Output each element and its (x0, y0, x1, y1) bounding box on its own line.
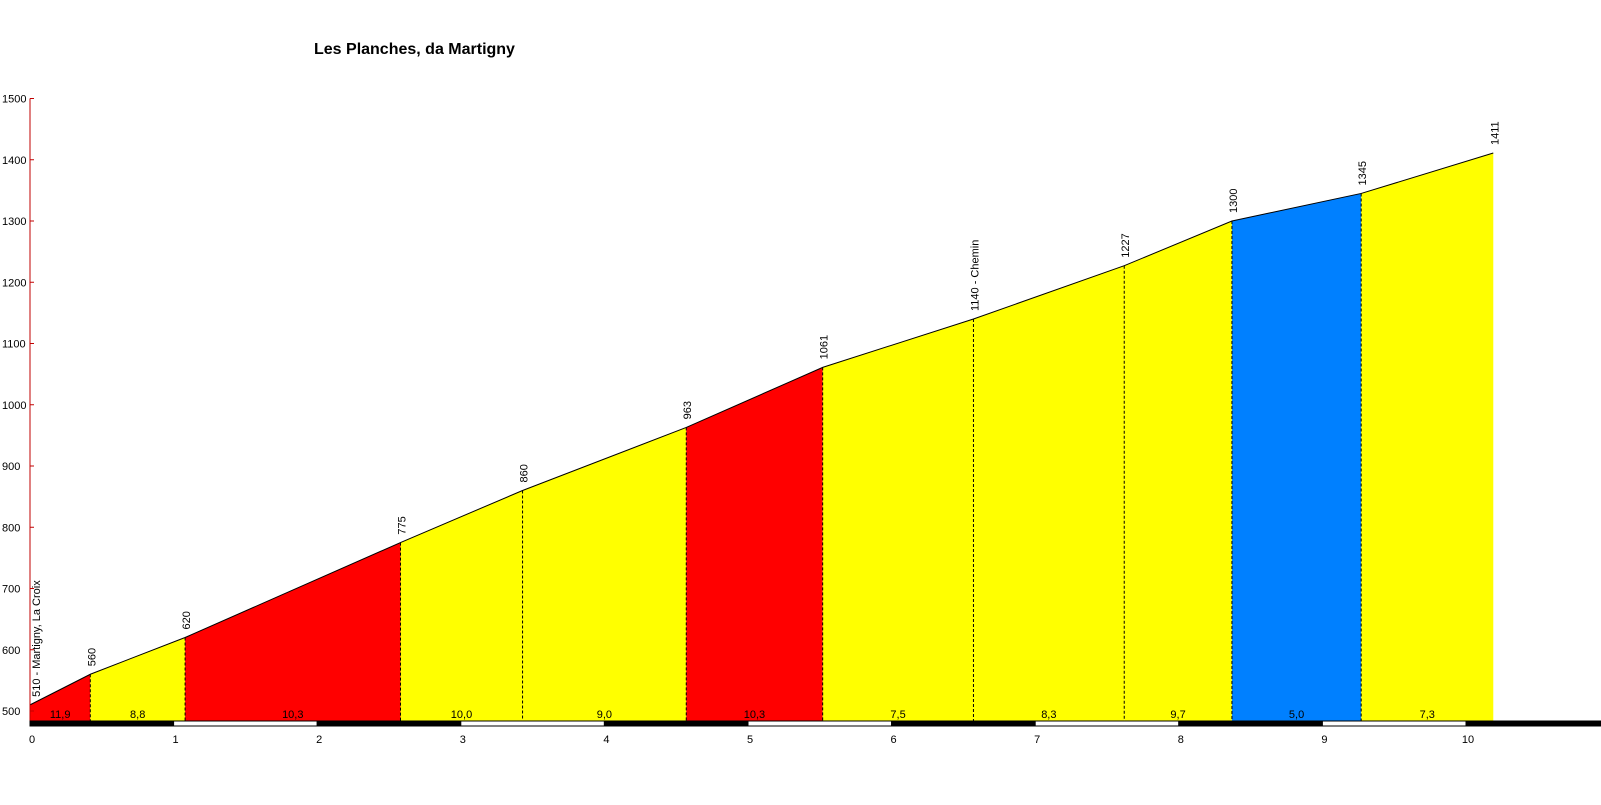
segment-area (522, 427, 687, 721)
scale-bar-block (891, 720, 1036, 727)
scale-bar-block (1321, 720, 1467, 727)
x-tick-label: 5 (747, 734, 753, 746)
x-tick-label: 8 (1178, 734, 1184, 746)
y-axis: 500 600 700 800 900 1000 1100 1200 1300 1400 1500 (2, 94, 34, 721)
elevation-label: 775 (396, 516, 408, 534)
segment-area (822, 319, 974, 721)
gradient-label: 9,0 (597, 709, 612, 721)
y-tick-label: 900 (2, 461, 20, 473)
gradient-areas (30, 153, 1494, 721)
elevation-labels: 510 - Martigny, La Croix 560 620 775 860 963 1… (31, 121, 1501, 697)
scale-bar-block (316, 720, 462, 727)
y-tick-label: 1500 (2, 94, 26, 106)
elevation-label: 1300 (1228, 189, 1240, 213)
y-tick-label: 1300 (2, 216, 26, 228)
segment-area (973, 265, 1125, 721)
segment-area (185, 542, 401, 721)
gradient-label: 10,3 (282, 709, 303, 721)
scale-bar-block (1178, 720, 1323, 727)
gradient-label: 10,0 (451, 709, 472, 721)
elevation-label: 1061 (819, 335, 831, 359)
x-tick-label: 4 (603, 734, 609, 746)
elevation-label: 620 (181, 611, 193, 629)
y-tick-label: 1100 (2, 339, 26, 351)
elevation-label: 560 (86, 648, 98, 666)
gradient-label: 8,8 (130, 709, 145, 721)
gradient-label: 7,5 (890, 709, 905, 721)
scale-bar-block (29, 720, 175, 727)
y-tick-label: 700 (2, 584, 20, 596)
y-tick-label: 600 (2, 645, 20, 657)
elevation-label: 1345 (1357, 161, 1369, 185)
gradient-label: 9,7 (1170, 709, 1185, 721)
x-tick-label: 3 (460, 734, 466, 746)
y-tick-label: 1200 (2, 277, 26, 289)
segment-area (686, 367, 823, 721)
segment-area (1231, 193, 1362, 721)
scale-bar-block (1034, 720, 1180, 727)
segment-area (1124, 221, 1232, 721)
elevation-label: 963 (682, 401, 694, 419)
scale-bar-block (460, 720, 605, 727)
gradient-label: 8,3 (1041, 709, 1056, 721)
x-tick-label: 2 (316, 734, 322, 746)
gradient-label: 10,3 (744, 709, 765, 721)
segment-area (90, 637, 186, 721)
profile-line (29, 152, 1494, 706)
gradient-label: 7,3 (1420, 709, 1435, 721)
elevation-label: 1140 - Chemin (969, 240, 981, 311)
chart-title: Les Planches, da Martigny (314, 41, 515, 58)
y-tick-label: 1000 (2, 400, 26, 412)
x-axis: 0 1 2 3 4 5 6 7 8 9 10 (29, 734, 1474, 746)
elevation-label: 510 - Martigny, La Croix (31, 580, 43, 697)
x-tick-label: 9 (1321, 734, 1327, 746)
scale-bar-block (1465, 720, 1601, 727)
scale-bar-block (603, 720, 749, 727)
scale-bar-block (747, 720, 893, 727)
segment-area (1361, 153, 1494, 721)
elevation-label: 1227 (1120, 233, 1132, 257)
x-tick-label: 1 (173, 734, 179, 746)
y-tick-label: 500 (2, 706, 20, 718)
y-tick-label: 800 (2, 522, 20, 534)
x-tick-label: 6 (891, 734, 897, 746)
segment-dividers (89, 193, 1362, 721)
profile-line-group (29, 152, 1494, 706)
x-tick-label: 0 (29, 734, 35, 746)
gradient-label: 11,9 (50, 709, 71, 721)
x-tick-label: 7 (1034, 734, 1040, 746)
gradient-labels: 11,9 8,8 10,3 10,0 9,0 10,3 7,5 8,3 9,7 5,0 7,3 (50, 709, 1435, 721)
segment-area (400, 490, 523, 721)
segment-area (30, 674, 91, 721)
y-tick-label: 1400 (2, 155, 26, 167)
scale-bar-block (173, 720, 318, 727)
x-tick-label: 10 (1462, 734, 1474, 746)
km-scale-bar (29, 720, 1601, 727)
gradient-label: 5,0 (1289, 709, 1304, 721)
elevation-label: 1411 (1489, 121, 1501, 145)
elevation-label: 860 (519, 464, 531, 482)
